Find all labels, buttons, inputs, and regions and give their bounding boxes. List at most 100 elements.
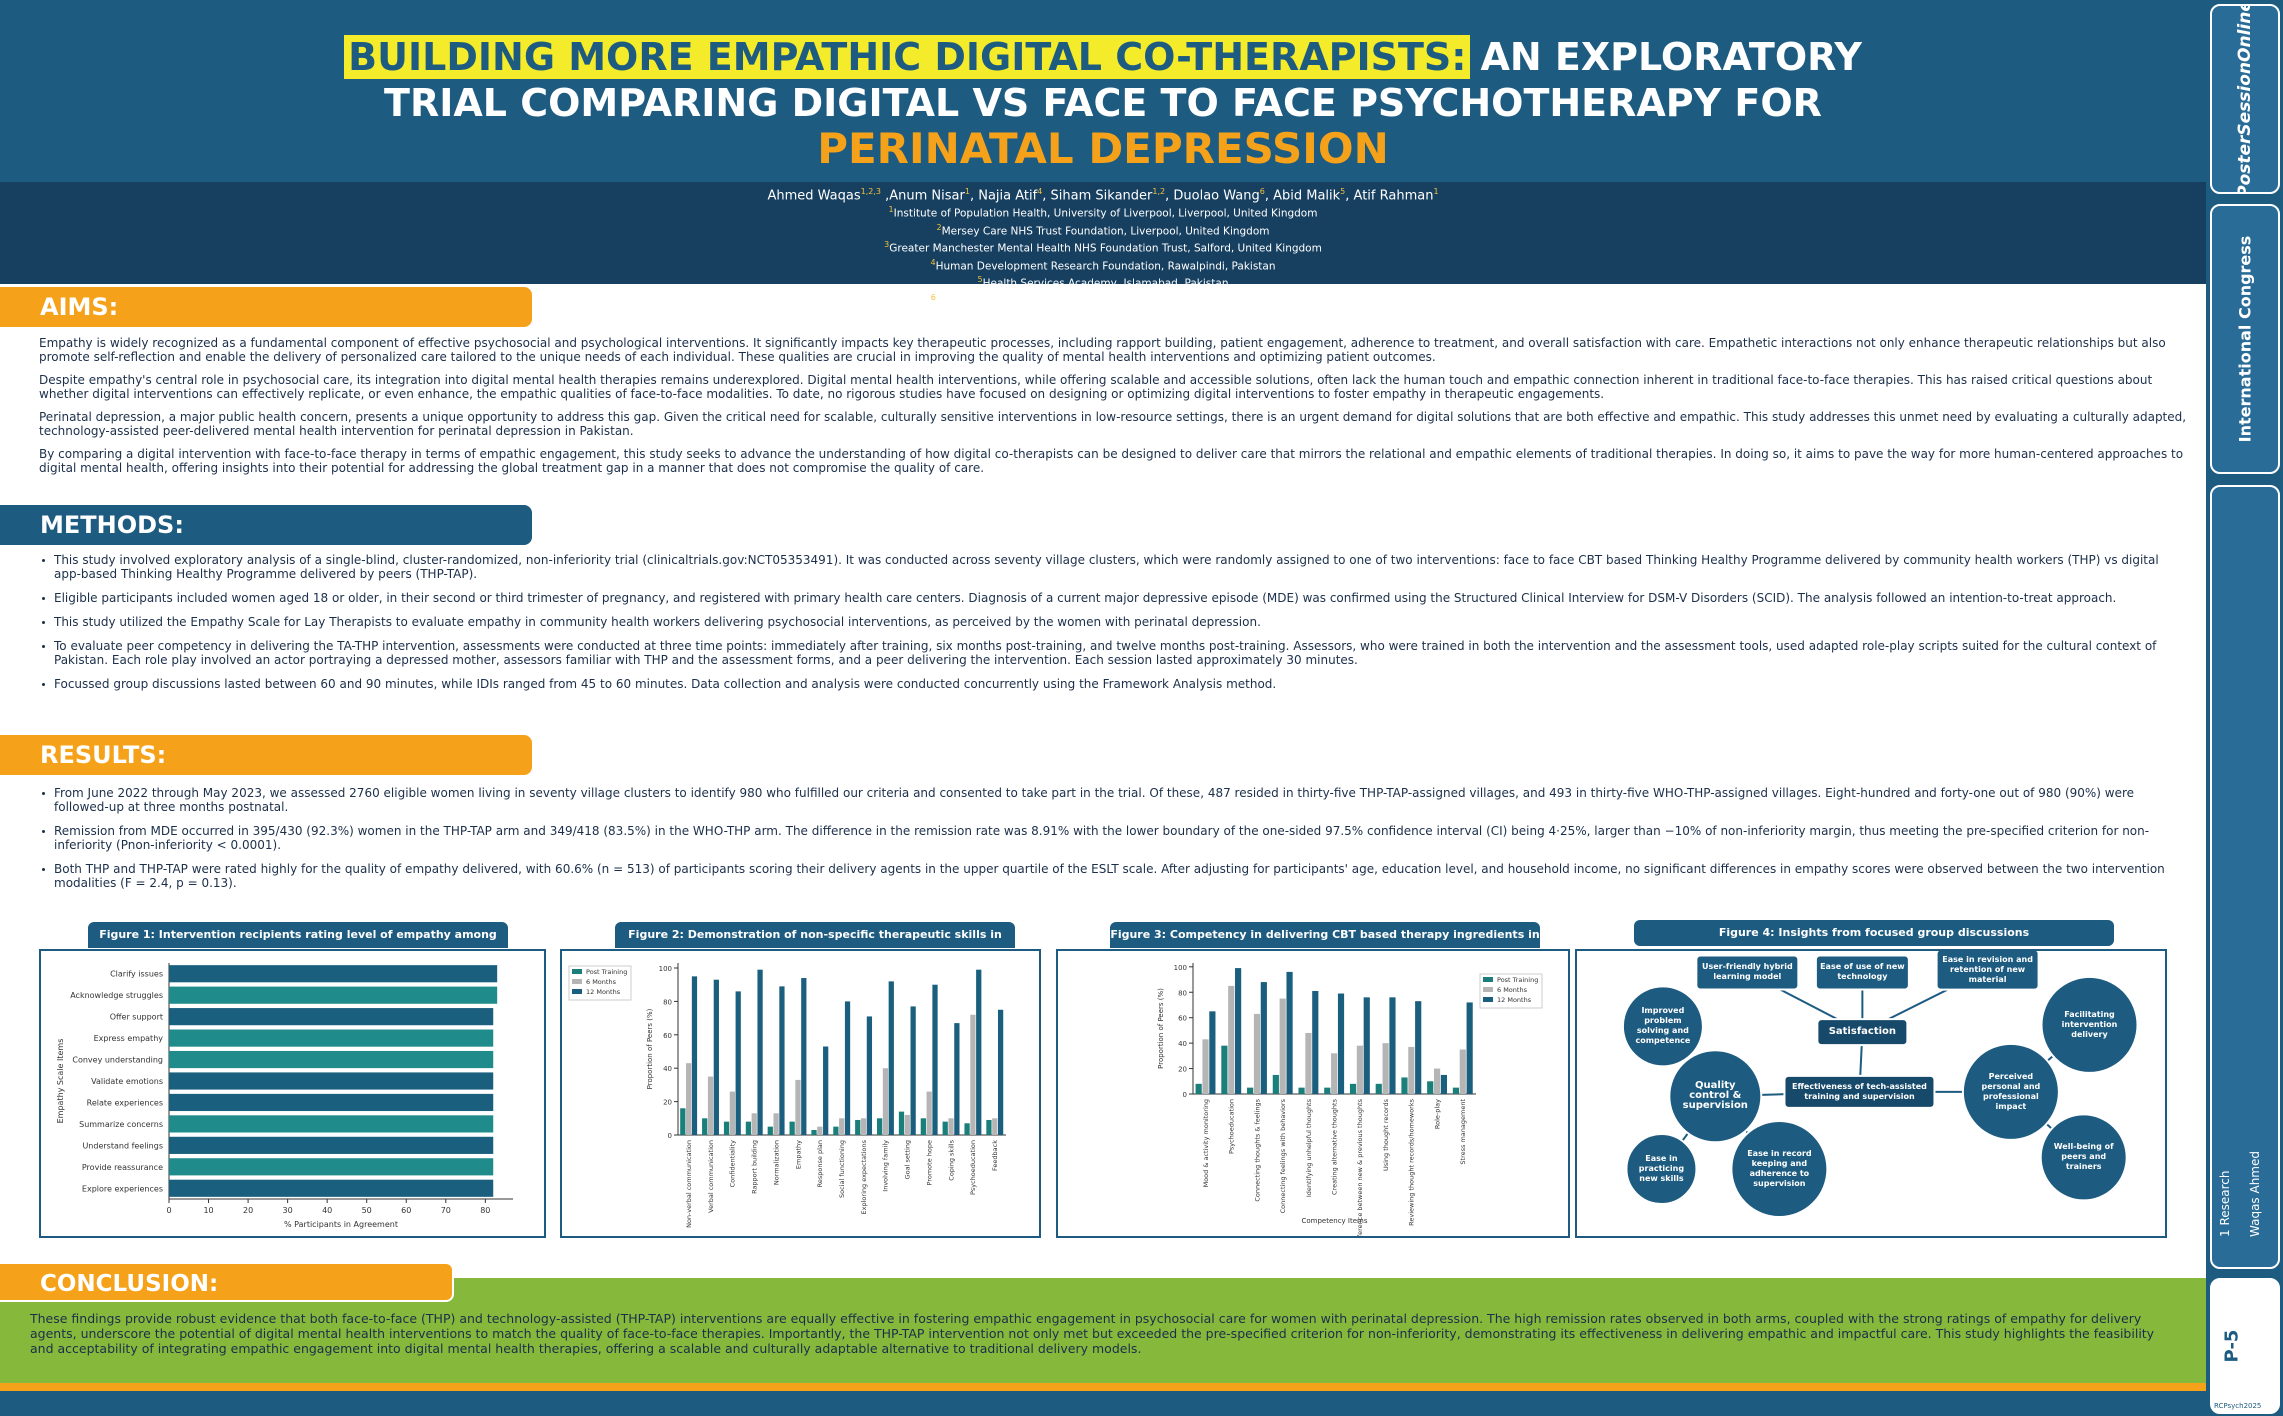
node: Effectiveness of tech-assisted training … xyxy=(1792,1082,1927,1101)
bullet: This study utilized the Empathy Scale fo… xyxy=(42,615,2189,629)
affiliation: 4Human Development Research Foundation, … xyxy=(0,256,2206,274)
node: Ease in revision and retention of new ma… xyxy=(1942,954,2033,984)
bar xyxy=(1260,982,1267,1094)
legend-label: 6 Months xyxy=(1497,986,1528,994)
node-label: Facilitating intervention delivery xyxy=(2061,1009,2118,1039)
bar xyxy=(1247,1087,1254,1094)
author-sup: 1,2 xyxy=(1152,187,1166,196)
bar xyxy=(169,986,498,1004)
x-tick-label: Psychoeducation xyxy=(1228,1099,1236,1154)
legend-swatch xyxy=(1483,977,1493,982)
author-name: , Duolao Wang xyxy=(1165,188,1260,204)
affiliation-text: Institute of Population Health, Universi… xyxy=(893,207,1318,220)
node-label: Well-being of peers and trainers xyxy=(2053,1142,2114,1172)
title-highlight: BUILDING MORE EMPATHIC DIGITAL CO-THERAP… xyxy=(344,35,1471,79)
chart: 0 10 20 30 40 50 60 70 80 Clarify issues Acknowled… xyxy=(56,963,513,1229)
y-axis-label: Empathy Scale Items xyxy=(56,1039,65,1124)
x-tick-label: Goal setting xyxy=(904,1140,912,1179)
x-tick-label: Role-play xyxy=(1433,1099,1441,1129)
bar xyxy=(964,1123,970,1135)
y-axis-label: Proportion of Peers (%) xyxy=(646,1008,654,1089)
author-sup: 6 xyxy=(1259,187,1265,196)
footer-bar xyxy=(0,1391,2206,1416)
bar xyxy=(1286,971,1293,1094)
track: 1 Research xyxy=(2218,1170,2232,1238)
legend-label: 12 Months xyxy=(586,988,621,996)
node-label: Ease of use of new technology xyxy=(1820,962,1905,982)
affiliation: 6Liverpool School of Tropical Medicine, … xyxy=(0,291,2206,309)
bar xyxy=(686,1063,692,1135)
bar xyxy=(888,981,894,1135)
bar xyxy=(1427,1081,1434,1094)
affiliation-text: Liverpool School of Tropical Medicine, L… xyxy=(935,295,1276,308)
x-tick-label: Connecting thoughts & feelings xyxy=(1253,1098,1261,1201)
bar xyxy=(855,1119,861,1135)
node-shape xyxy=(1621,985,1704,1068)
bar xyxy=(169,1179,494,1197)
bar xyxy=(1363,997,1370,1094)
affiliation: 2Mersey Care NHS Trust Foundation, Liver… xyxy=(0,221,2206,239)
bar xyxy=(992,1118,998,1135)
header: BUILDING MORE EMPATHIC DIGITAL CO-THERAP… xyxy=(0,0,2206,182)
y-tick-label: Summarize concerns xyxy=(79,1120,163,1129)
x-tick-label: Coping skills xyxy=(947,1139,955,1180)
x-tick-label: 0 xyxy=(166,1206,171,1215)
y-tick-label: Provide reassurance xyxy=(82,1163,163,1172)
author-sup: 1,2,3 xyxy=(860,187,881,196)
affiliation-text: Human Development Research Foundation, R… xyxy=(935,260,1276,273)
bar xyxy=(169,1050,494,1069)
bar xyxy=(169,1093,494,1112)
bar xyxy=(954,1023,960,1135)
author-name: ,Anum Nisar xyxy=(881,188,965,204)
legend-label: Post Training xyxy=(586,968,627,976)
code-panel: P-5 RCPsych2025 xyxy=(2210,1278,2280,1414)
brand: PosterSessionOnline xyxy=(2235,4,2255,194)
node: Ease in practicing new skills xyxy=(1639,1154,1684,1183)
bar xyxy=(910,1006,916,1135)
title-part: AN EXPLORATORY xyxy=(1480,35,1862,79)
info-panel: 1 Research Waqas Ahmed xyxy=(2210,485,2280,1269)
bar xyxy=(1305,1032,1312,1094)
bar xyxy=(169,1029,494,1047)
node: Satisfaction xyxy=(1828,1026,1897,1038)
y-tick-label: Relate experiences xyxy=(87,1098,163,1107)
bar xyxy=(1382,1043,1389,1094)
y-tick-label: 40 xyxy=(1178,1040,1187,1048)
bar xyxy=(904,1114,910,1135)
node-shape xyxy=(1668,1049,1763,1144)
node-label: Ease in revision and retention of new ma… xyxy=(1942,954,2033,984)
title-line: PERINATAL DEPRESSION xyxy=(817,124,1389,173)
bar xyxy=(932,984,938,1135)
node-label: Quality control & supervision xyxy=(1682,1080,1748,1112)
x-tick-label: 50 xyxy=(362,1206,372,1215)
legend-swatch xyxy=(572,989,582,994)
poster-code: P-5 xyxy=(2221,1329,2243,1363)
bar xyxy=(1221,1045,1228,1094)
affiliation: 3Greater Manchester Mental Health NHS Fo… xyxy=(0,238,2206,256)
bar xyxy=(1433,1068,1441,1094)
paragraph: By comparing a digital intervention with… xyxy=(39,447,2184,475)
y-tick-label: Express empathy xyxy=(94,1034,164,1043)
section-heading: RESULTS: xyxy=(0,735,532,775)
bar xyxy=(1337,993,1345,1094)
node-label: Satisfaction xyxy=(1828,1026,1897,1038)
y-tick-label: 40 xyxy=(663,1065,672,1073)
node: Facilitating intervention delivery xyxy=(2061,1009,2118,1039)
diagram: Satisfaction User-friendly hybrid learnin… xyxy=(1621,948,2139,1219)
bar xyxy=(839,1118,845,1135)
x-tick-label: Reviewing thought records/homeworks xyxy=(1408,1098,1416,1225)
event: RCPsych2025 xyxy=(2214,1402,2262,1410)
bar xyxy=(823,1046,829,1135)
bar xyxy=(876,1118,883,1135)
paragraph: Perinatal depression, a major public hea… xyxy=(39,410,2187,438)
x-tick-label: 60 xyxy=(401,1206,411,1215)
node-label: Perceived personal and professional impa… xyxy=(1981,1071,2041,1111)
y-tick-label: 80 xyxy=(663,998,672,1006)
affiliation: 5Health Services Academy, Islamabad, Pak… xyxy=(0,273,2206,291)
legend-swatch xyxy=(1483,997,1493,1002)
results-text: From June 2022 through May 2023, we asse… xyxy=(39,786,2189,900)
y-tick-label: Acknowledge struggles xyxy=(70,991,163,1000)
x-tick-label: Mood & activity monitoring xyxy=(1202,1099,1210,1187)
bar xyxy=(169,1136,494,1154)
